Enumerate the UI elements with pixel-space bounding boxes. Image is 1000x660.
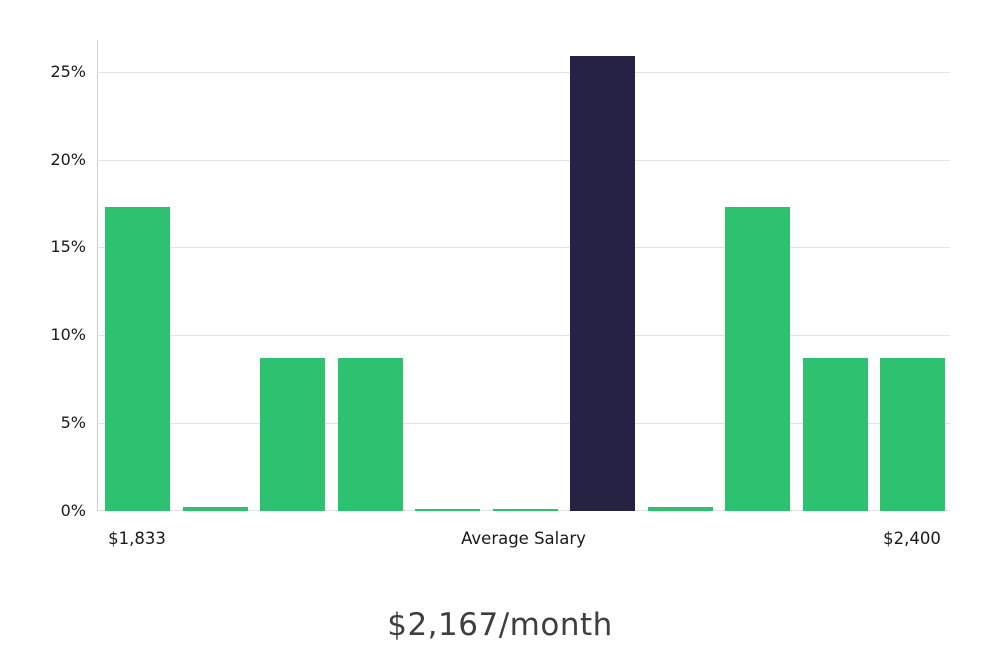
plot-area [97, 40, 950, 511]
y-tick-label-10%: 10% [50, 325, 86, 344]
bar-11 [880, 358, 945, 511]
bars-container [97, 40, 950, 511]
bar-9 [725, 207, 790, 511]
gridline-5% [97, 423, 950, 424]
bar-3 [260, 358, 325, 511]
gridline-10% [97, 335, 950, 336]
y-tick-label-20%: 20% [50, 150, 86, 169]
bar-2 [182, 507, 248, 511]
x-axis-labels: $1,833 Average Salary $2,400 [97, 529, 950, 553]
bar-6 [492, 509, 558, 511]
y-tick-label-5%: 5% [60, 413, 86, 432]
x-tick-average-salary: Average Salary [461, 529, 586, 548]
bar-4 [337, 358, 403, 511]
gridline-15% [97, 247, 950, 248]
bar-1 [105, 207, 170, 511]
x-tick-min-salary: $1,833 [108, 529, 166, 548]
y-tick-label-25%: 25% [50, 62, 86, 81]
bar-5 [415, 509, 480, 511]
y-tick-label-15%: 15% [50, 237, 86, 256]
bar-8 [647, 507, 713, 511]
chart-title: $2,167/month [387, 607, 613, 643]
gridline-20% [97, 160, 950, 161]
x-tick-max-salary: $2,400 [883, 529, 941, 548]
y-axis-line [97, 40, 98, 511]
bar-7 [570, 56, 635, 511]
y-tick-label-0%: 0% [60, 501, 86, 520]
bar-10 [802, 358, 868, 511]
gridline-25% [97, 72, 950, 73]
